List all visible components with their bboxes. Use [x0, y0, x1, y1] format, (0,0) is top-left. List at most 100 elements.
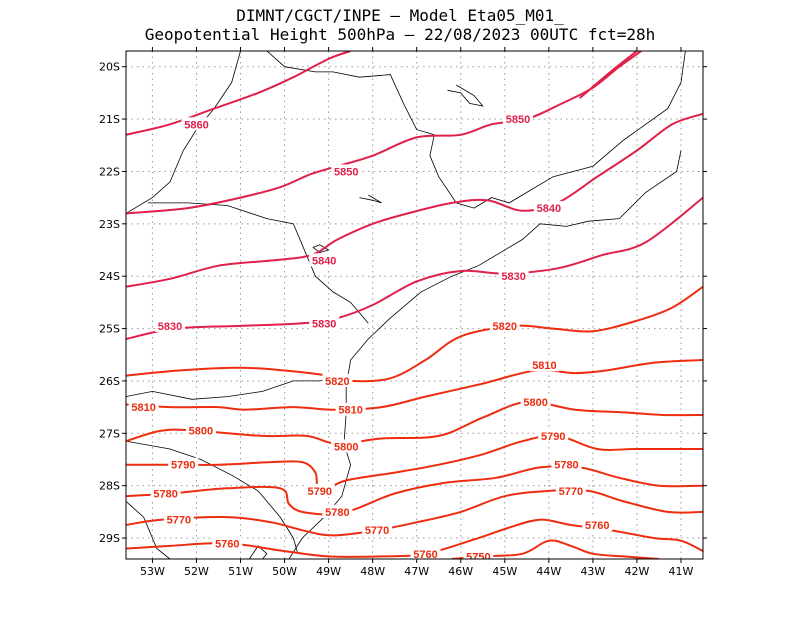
contour-label-5820: 5820 [325, 376, 349, 388]
contour-label-bg [520, 394, 551, 408]
lon-tick-label: 53W [140, 565, 165, 578]
lat-tick-label: 20S [99, 61, 120, 74]
lat-tick-label: 28S [99, 480, 120, 493]
contour-label-bg [304, 483, 335, 497]
lon-tick-label: 50W [272, 565, 297, 578]
contour-label-bg [168, 457, 199, 471]
contour-label-bg [503, 112, 534, 126]
contour-label-5760: 5760 [585, 520, 609, 532]
contour-label-5840: 5840 [537, 203, 561, 215]
contour-label-bg [331, 164, 362, 178]
map-frame [125, 50, 704, 560]
lat-tick-label: 24S [99, 270, 120, 283]
contour-label-bg [163, 512, 194, 526]
contour-label-5770: 5770 [365, 525, 389, 537]
reservoir-sao-paulo-interior [312, 244, 329, 254]
contour-label-5810: 5810 [131, 402, 155, 414]
contour-label-5850: 5850 [506, 114, 530, 126]
contour-label-bg [322, 373, 353, 387]
border-sc-rs [126, 440, 299, 554]
contour-label-bg [212, 536, 243, 550]
reservoir-furnas [447, 84, 484, 107]
lat-tick-label: 23S [99, 218, 120, 231]
contour-line-5780 [126, 465, 703, 516]
lon-tick-label: 52W [184, 565, 209, 578]
lon-tick-label: 51W [228, 565, 253, 578]
contour-line-5820 [126, 285, 703, 383]
contour-label-5780: 5780 [153, 489, 177, 501]
contour-label-bg [335, 402, 366, 416]
border-rs-uruguay [126, 501, 171, 559]
contour-label-5830: 5830 [501, 271, 525, 283]
contour-line-5860 [126, 51, 351, 136]
title-line-1: DIMNT/CGCT/INPE – Model Eta05_M01_ [236, 6, 564, 25]
axis-ticks: 20S 21S 22S 23S 24S 25S 26S 27S 28S 29S 53W 52W 51W 5… [99, 47, 707, 578]
reservoir-tiete [359, 194, 382, 204]
contour-label-5760: 5760 [215, 538, 239, 550]
contour-label-bg [529, 358, 560, 372]
contour-label-5860: 5860 [184, 119, 208, 131]
contour-line-5790 [126, 434, 703, 492]
contour-label-bg [181, 117, 212, 131]
contour-label-bg [331, 439, 362, 453]
contour-label-bg [498, 269, 529, 283]
contour-label-5810: 5810 [338, 405, 362, 417]
contour-label-bg [555, 483, 586, 497]
contour-line-5850 [126, 51, 642, 215]
border-sp-mg-north [266, 51, 528, 209]
contour-label-bg [362, 523, 393, 537]
contour-label-bg [551, 457, 582, 471]
contour-label-5770: 5770 [167, 515, 191, 527]
lon-tick-label: 43W [580, 565, 605, 578]
contour-label-5760: 5760 [413, 549, 437, 561]
contour-line-5760 [126, 518, 703, 558]
lat-tick-label: 27S [99, 427, 120, 440]
contour-line-5830 [126, 196, 703, 340]
contour-label-5790: 5790 [171, 460, 195, 472]
contour-label-5830: 5830 [312, 318, 336, 330]
contour-label-bg [185, 423, 216, 437]
coastline-borders [126, 51, 686, 559]
map-title: DIMNT/CGCT/INPE – Model Eta05_M01_ Geopo… [0, 6, 800, 44]
lagoa-dos-patos [248, 545, 268, 559]
contour-label-5840: 5840 [312, 255, 336, 267]
contour-label-5800: 5800 [523, 397, 547, 409]
contour-label-bg [463, 549, 494, 559]
contour-label-5790: 5790 [308, 486, 332, 498]
contour-label-5800: 5800 [189, 426, 213, 438]
contour-label-bg [538, 428, 569, 442]
contour-label-5850: 5850 [334, 166, 358, 178]
contour-label-bg [489, 318, 520, 332]
contour-label-bg [309, 316, 340, 330]
border-ms-sp [126, 51, 241, 214]
contour-label-5820: 5820 [493, 321, 517, 333]
contour-label-bg [582, 517, 613, 531]
atlantic-coastline [288, 150, 682, 559]
contour-label-5750: 5750 [466, 551, 490, 563]
lon-tick-label: 45W [492, 565, 517, 578]
contour-label-bg [155, 318, 186, 332]
lon-tick-label: 47W [404, 565, 429, 578]
lat-tick-label: 26S [99, 375, 120, 388]
contour-label-5780: 5780 [554, 460, 578, 472]
contour-label-5780: 5780 [325, 507, 349, 519]
contour-label-5790: 5790 [541, 431, 565, 443]
contour-label-bg [533, 201, 564, 215]
lon-tick-label: 42W [624, 565, 649, 578]
lon-tick-label: 49W [316, 565, 341, 578]
contour-label-bg [128, 400, 159, 414]
lon-tick-label: 48W [360, 565, 385, 578]
contour-label-bg [309, 253, 340, 267]
lat-tick-label: 25S [99, 323, 120, 336]
lat-tick-label: 21S [99, 113, 120, 126]
contour-labels: 5860 5850 5850 5840 5840 5830 5830 5830 5820 5820… [128, 112, 613, 563]
lon-tick-label: 44W [536, 565, 561, 578]
border-mg-rj-es [526, 51, 686, 193]
contour-label-5770: 5770 [559, 486, 583, 498]
contour-line-5810 [126, 359, 703, 411]
title-line-2: Geopotential Height 500hPa – 22/08/2023 … [144, 25, 656, 44]
contour-label-5800: 5800 [334, 441, 358, 453]
lat-lon-grid [126, 51, 703, 559]
lon-tick-label: 41W [669, 565, 694, 578]
